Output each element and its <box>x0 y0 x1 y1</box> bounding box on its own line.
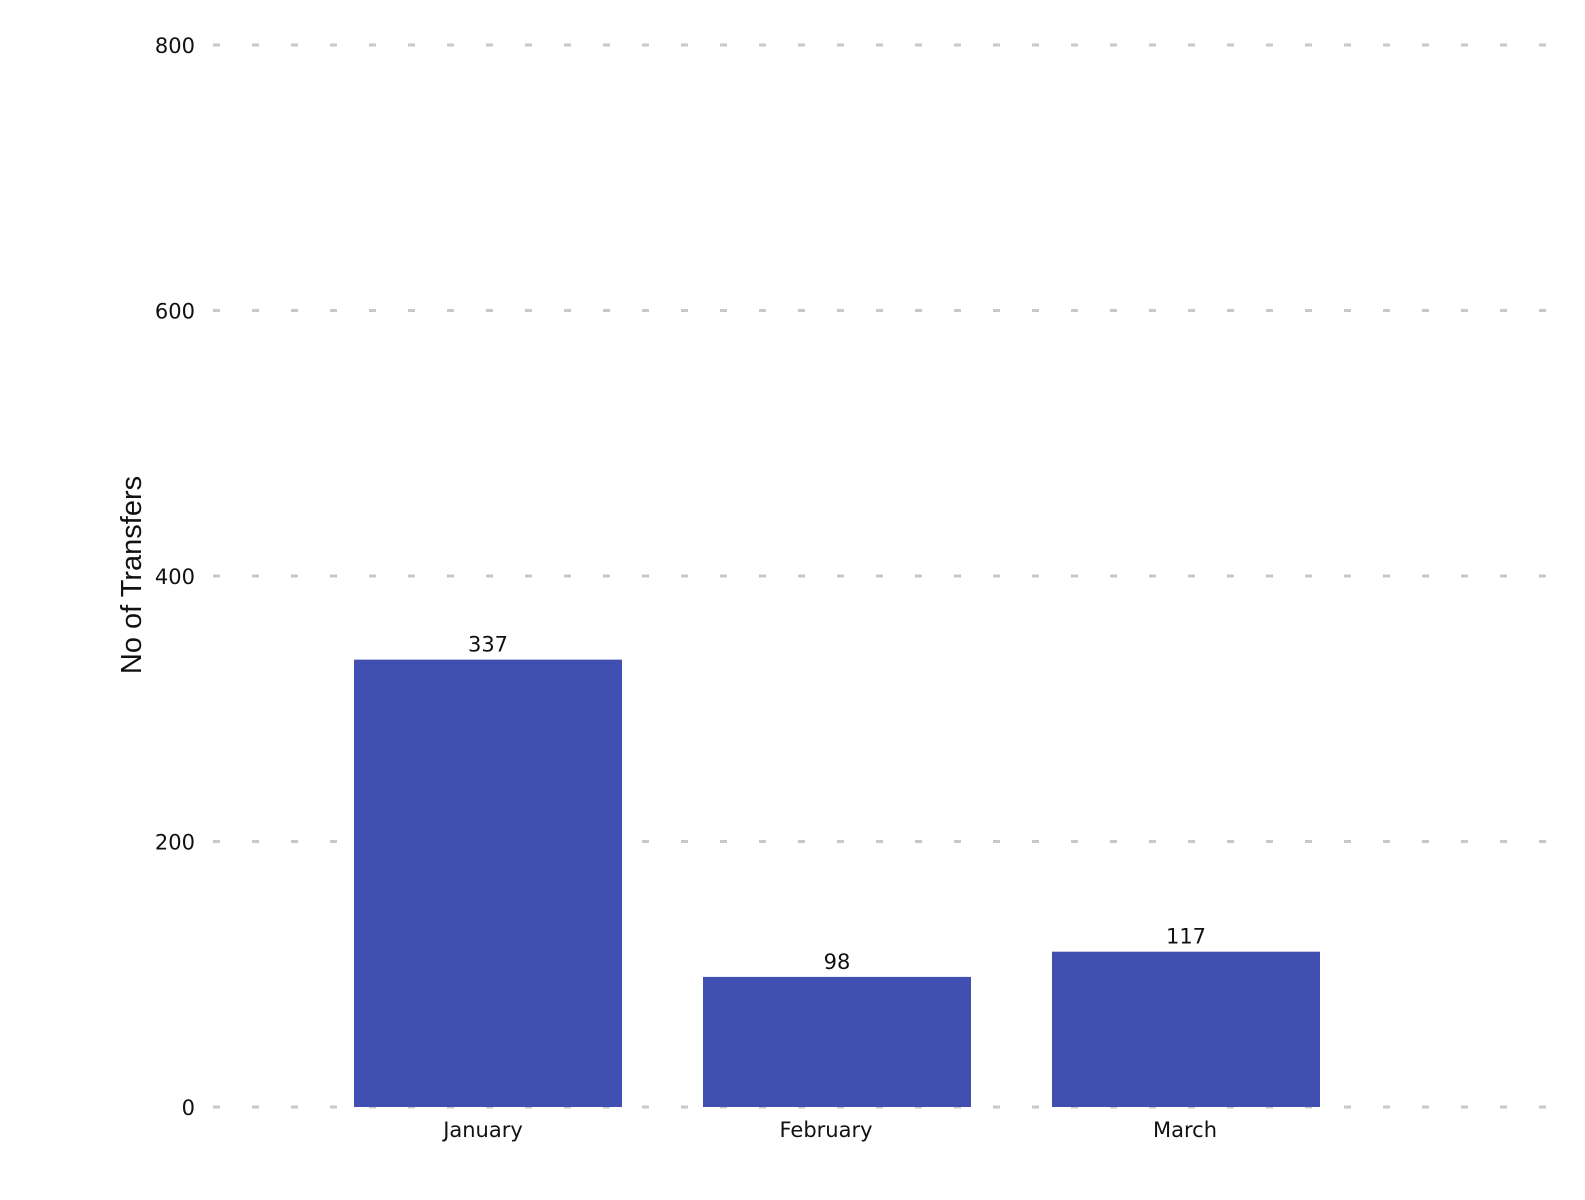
bar-february <box>703 976 971 1107</box>
x-tick-label-february: February <box>779 1118 872 1142</box>
x-axis-ticks: January February March <box>441 1118 1217 1142</box>
data-label-january: 337 <box>468 633 508 657</box>
y-axis-ticks: 0 200 400 600 800 <box>155 34 195 1120</box>
bar-march <box>1052 951 1320 1107</box>
data-label-march: 117 <box>1166 925 1206 949</box>
y-tick-label: 800 <box>155 34 195 58</box>
y-tick-label: 600 <box>155 300 195 324</box>
x-tick-label-january: January <box>441 1118 523 1142</box>
data-label-february: 98 <box>824 950 851 974</box>
bars <box>354 659 1320 1107</box>
y-tick-label: 0 <box>182 1096 195 1120</box>
y-tick-label: 400 <box>155 565 195 589</box>
data-labels: 337 98 117 <box>468 633 1206 974</box>
y-tick-label: 200 <box>155 831 195 855</box>
bar-january <box>354 659 622 1107</box>
x-tick-label-march: March <box>1153 1118 1217 1142</box>
y-axis-title: No of Transfers <box>116 476 148 674</box>
